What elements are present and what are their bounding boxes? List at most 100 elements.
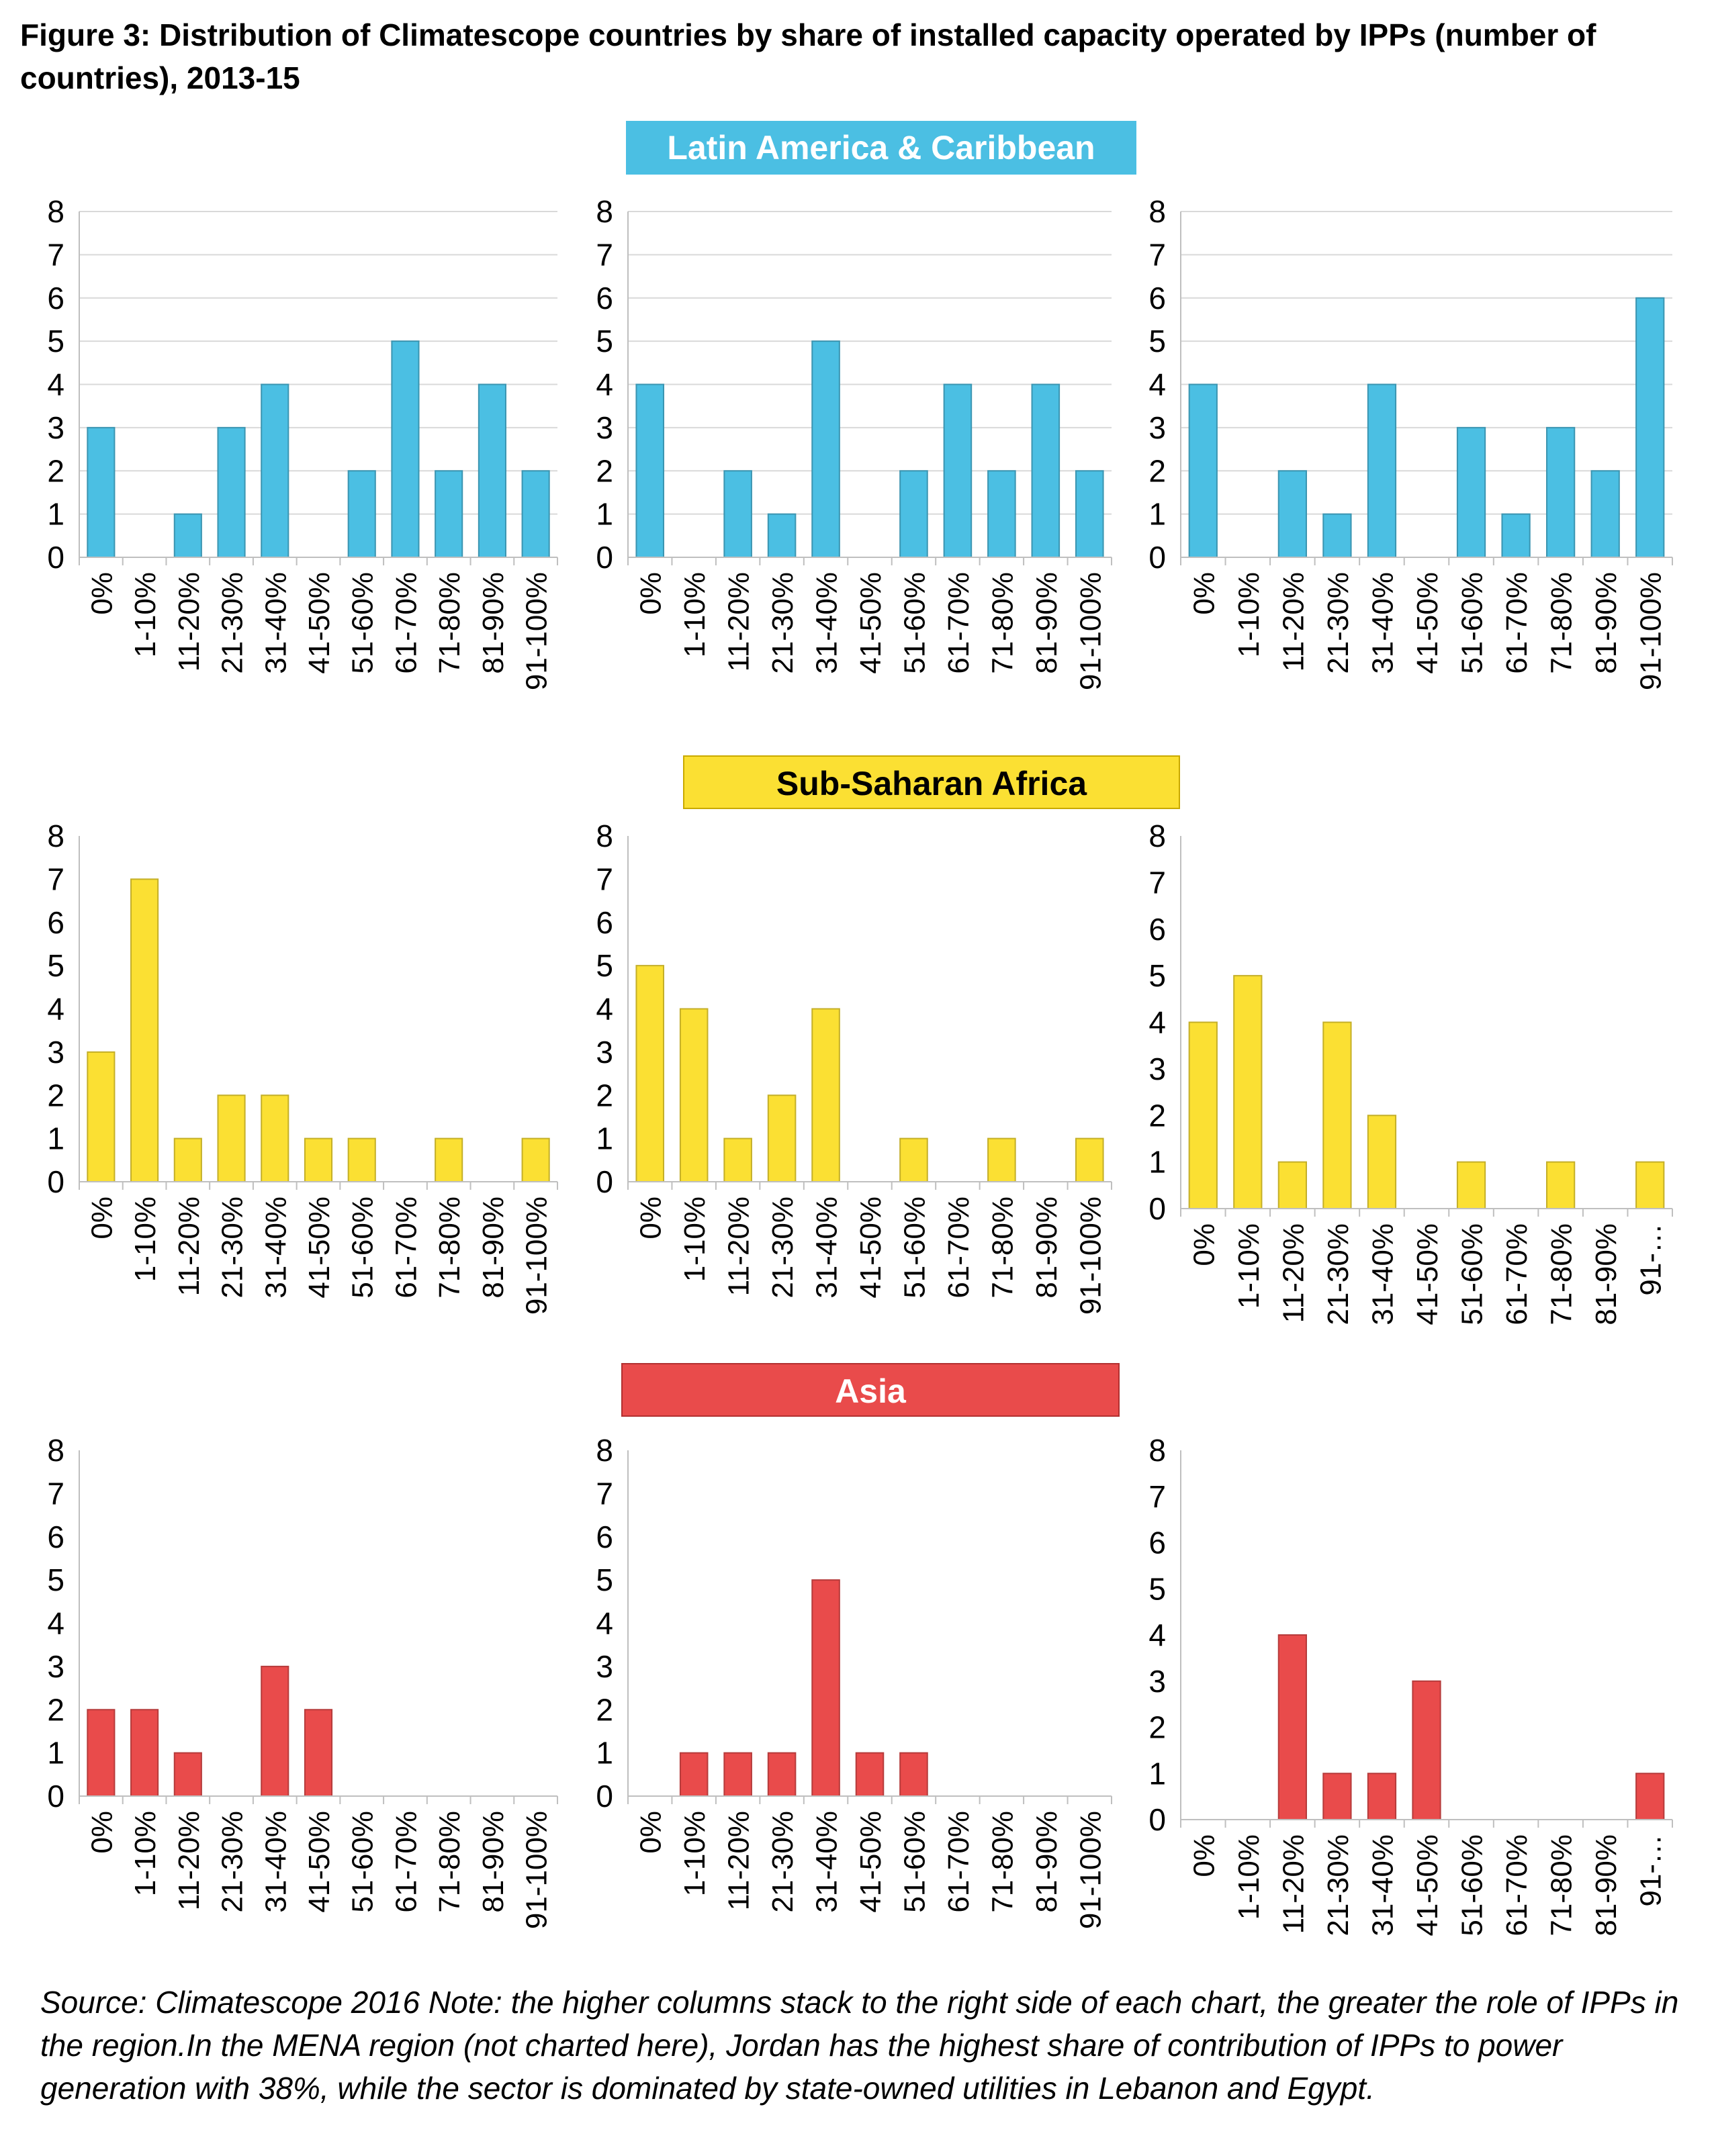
figure-title: Figure 3: Distribution of Climatescope c… [20, 17, 1596, 95]
x-tick-label: 0% [85, 1811, 118, 1854]
y-tick-label: 8 [1148, 1433, 1166, 1468]
y-tick-label: 6 [47, 1519, 64, 1554]
x-tick-label: 51-60% [898, 572, 931, 674]
x-tick-label: 11-20% [173, 572, 206, 671]
chart-asia-left: 0 1 2 3 4 5 6 7 8 0% 1-10% 11-20% 21-30% 31-40% 41-50%… [15, 1433, 564, 1967]
y-tick-label: 6 [47, 281, 64, 316]
x-tick-label: 11-20% [1277, 1223, 1310, 1323]
y-tick-label: 1 [47, 1736, 64, 1771]
y-tick-label: 1 [596, 1121, 613, 1156]
bar [811, 1579, 840, 1797]
bar [521, 470, 550, 558]
bar [1322, 513, 1352, 558]
x-tick-label: 81-90% [1590, 1223, 1623, 1325]
x-tick-label: 71-80% [433, 1811, 466, 1913]
bar [723, 1752, 752, 1797]
x-tick-label: 11-20% [1277, 1834, 1310, 1934]
x-tick-label: 1-10% [129, 1197, 162, 1282]
y-tick-label: 0 [47, 1164, 64, 1199]
y-tick-label: 0 [1148, 540, 1166, 575]
chart-svg: 0 1 2 3 4 5 6 7 8 0% 1-10% 11-20% 21-30% 31-40% 41-50%… [596, 194, 1112, 690]
bar [1322, 1773, 1352, 1820]
bar [1546, 426, 1576, 558]
chart-asia-right: 0 1 2 3 4 5 6 7 8 0% 1-10% 11-20% 21-30% 31-40% 41-50%… [1117, 1433, 1679, 1991]
x-tick-label: 21-30% [766, 572, 799, 674]
bar [87, 1709, 116, 1797]
bar [987, 470, 1016, 558]
x-tick-label: 41-50% [854, 1811, 887, 1913]
bar [1277, 1161, 1307, 1209]
y-tick-label: 3 [47, 1035, 64, 1070]
y-tick-label: 2 [1148, 453, 1166, 488]
bar [1188, 1021, 1218, 1209]
x-tick-label: 71-80% [433, 1197, 466, 1299]
y-tick-label: 0 [47, 1779, 64, 1814]
bar [173, 1137, 202, 1182]
y-tick-label: 1 [596, 497, 613, 532]
y-tick-label: 1 [47, 497, 64, 532]
y-tick-label: 3 [1148, 410, 1166, 445]
y-tick-label: 8 [47, 818, 64, 853]
y-tick-label: 7 [1148, 1479, 1166, 1514]
bar [679, 1752, 709, 1797]
footnote: Source: Climatescope 2016 Note: the high… [40, 1985, 1679, 2106]
x-tick-label: 1-10% [1232, 572, 1265, 657]
x-tick-label: 21-30% [216, 1811, 249, 1913]
bar [679, 1008, 709, 1182]
bar [347, 1137, 376, 1182]
bar [87, 1051, 116, 1182]
bar [899, 1137, 928, 1182]
bar [767, 1094, 797, 1182]
bar [1277, 470, 1307, 558]
y-tick-label: 6 [596, 281, 613, 316]
bar [1501, 513, 1531, 558]
y-tick-label: 6 [47, 905, 64, 940]
chart-svg: 0 1 2 3 4 5 6 7 8 0% 1-10% 11-20% 21-30% 31-40% 41-50%… [47, 818, 558, 1315]
bar [987, 1137, 1016, 1182]
x-tick-label: 61-70% [1500, 1223, 1533, 1325]
y-tick-label: 7 [47, 861, 64, 896]
y-tick-label: 7 [1148, 865, 1166, 900]
x-tick-label: 0% [1187, 1223, 1220, 1266]
y-tick-label: 4 [1148, 1618, 1166, 1652]
bar [130, 878, 159, 1182]
x-tick-label: 81-90% [477, 572, 510, 674]
y-tick-label: 3 [47, 410, 64, 445]
bar [130, 1709, 159, 1797]
x-tick-label: 1-10% [129, 572, 162, 657]
bar [943, 383, 973, 558]
x-tick-label: 81-90% [477, 1197, 510, 1299]
bar [811, 1008, 840, 1182]
chart-svg: 0 1 2 3 4 5 6 7 8 0% 1-10% 11-20% 21-30% 31-40% 41-50%… [47, 1433, 558, 1929]
x-tick-label: 91-… [1635, 1834, 1668, 1907]
x-tick-label: 51-60% [1456, 1834, 1489, 1936]
y-tick-label: 6 [1148, 1526, 1166, 1560]
bar [1456, 426, 1486, 558]
y-tick-label: 0 [47, 540, 64, 575]
bar [1075, 470, 1104, 558]
bar [173, 513, 202, 558]
bar [1635, 1161, 1665, 1209]
x-tick-label: 11-20% [723, 572, 756, 671]
chart-svg: 0 1 2 3 4 5 6 7 8 0% 1-10% 11-20% 21-30% 31-40% 41-50%… [596, 818, 1112, 1315]
x-tick-label: 91-100% [521, 1197, 553, 1315]
y-tick-label: 3 [596, 410, 613, 445]
bar [811, 340, 840, 558]
y-tick-label: 8 [47, 1433, 64, 1468]
y-tick-label: 8 [596, 194, 613, 229]
x-tick-label: 81-90% [1590, 1834, 1623, 1936]
x-tick-label: 61-70% [942, 572, 975, 674]
y-tick-label: 0 [596, 1779, 613, 1814]
y-tick-label: 8 [596, 1433, 613, 1468]
chart-svg: 0 1 2 3 4 5 6 7 8 0% 1-10% 11-20% 21-30% 31-40% 41-50%… [47, 194, 558, 690]
y-tick-label: 6 [596, 905, 613, 940]
x-tick-label: 21-30% [216, 1197, 249, 1299]
x-tick-label: 1-10% [678, 1811, 711, 1896]
bar [173, 1752, 202, 1797]
y-tick-label: 4 [1148, 1005, 1166, 1040]
x-tick-label: 21-30% [1322, 1223, 1355, 1325]
x-tick-label: 61-70% [1500, 572, 1533, 674]
bar [217, 1094, 246, 1182]
x-tick-label: 1-10% [1232, 1834, 1265, 1920]
y-tick-label: 2 [596, 1078, 613, 1113]
